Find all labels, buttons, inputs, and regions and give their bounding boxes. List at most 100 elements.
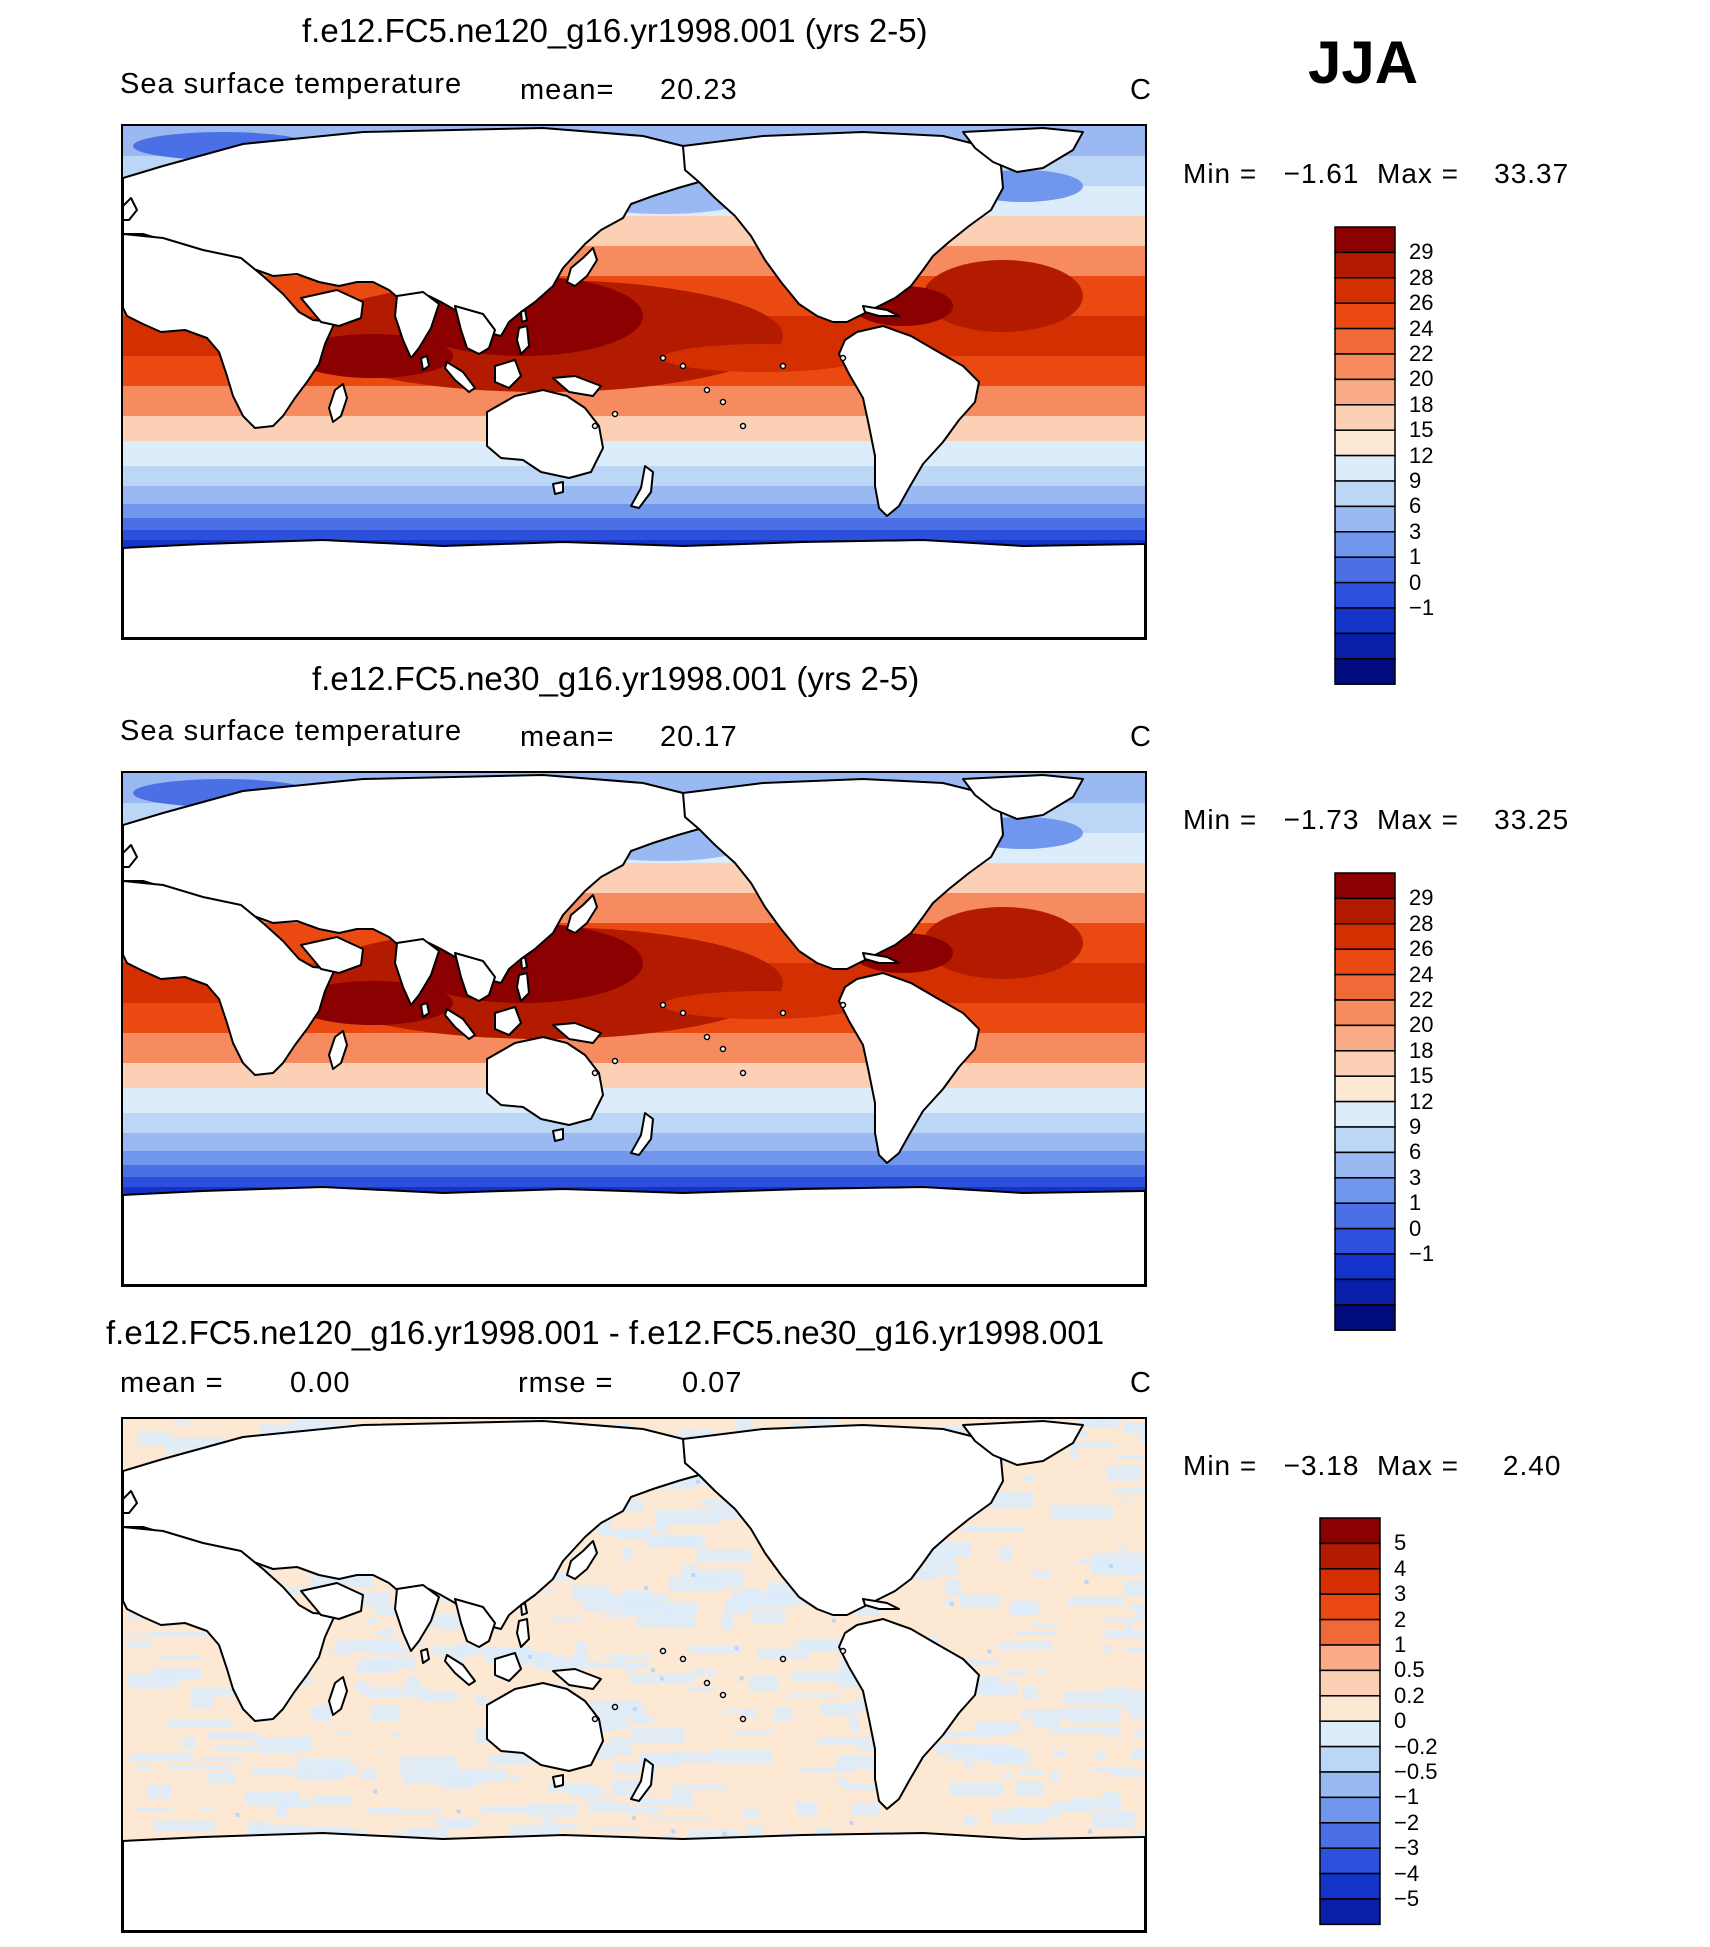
land-africa bbox=[123, 233, 336, 429]
colorbar-svg bbox=[1319, 1517, 1381, 1926]
colorbar-segment bbox=[1319, 1822, 1381, 1849]
colorbar-label: −1 bbox=[1394, 1784, 1420, 1810]
land-antarctica bbox=[123, 539, 1145, 638]
colorbar-segment bbox=[1334, 454, 1396, 482]
colorbar-label: 3 bbox=[1394, 1581, 1407, 1607]
colorbar-label: 1 bbox=[1409, 1190, 1422, 1216]
land-srilanka bbox=[420, 355, 430, 371]
colorbar-label: 20 bbox=[1409, 1012, 1434, 1038]
island bbox=[719, 398, 727, 406]
island bbox=[703, 386, 711, 394]
land-india bbox=[394, 938, 440, 1006]
land-africa bbox=[123, 880, 336, 1076]
land-indochina bbox=[454, 952, 496, 1002]
colorbar-label: 20 bbox=[1409, 366, 1434, 392]
colorbar-label: 9 bbox=[1409, 468, 1422, 493]
land-sumatra bbox=[444, 1654, 476, 1686]
colorbar-segment bbox=[1334, 302, 1396, 330]
colorbar-segment bbox=[1334, 1177, 1396, 1204]
colorbar-segment bbox=[1319, 1568, 1381, 1595]
colorbar-label: 12 bbox=[1409, 1088, 1434, 1114]
land-sumatra bbox=[444, 361, 476, 393]
panel-3-units: C bbox=[1130, 1367, 1152, 1399]
island bbox=[739, 1715, 747, 1723]
colorbar-label: −1 bbox=[1409, 595, 1435, 620]
colorbar-segment bbox=[1319, 1745, 1381, 1773]
land-japan bbox=[566, 1540, 598, 1580]
land-southamerica bbox=[838, 325, 980, 517]
land-madagascar bbox=[328, 1030, 348, 1070]
colorbar-label: −3 bbox=[1394, 1835, 1420, 1861]
colorbar-segment bbox=[1334, 1227, 1396, 1255]
panel-1-map-svg bbox=[123, 126, 1145, 638]
colorbar-label: 22 bbox=[1409, 341, 1434, 366]
land-madagascar bbox=[328, 383, 348, 423]
colorbar-label: 28 bbox=[1409, 910, 1434, 936]
land-cuba bbox=[862, 1598, 900, 1610]
season-label: JJA bbox=[1308, 29, 1419, 96]
colorbar-label: −4 bbox=[1394, 1860, 1420, 1886]
island bbox=[659, 1647, 667, 1655]
colorbar-label: −2 bbox=[1394, 1809, 1420, 1835]
panel-2-units: C bbox=[1130, 721, 1152, 753]
island bbox=[591, 1715, 599, 1723]
colorbar-segment bbox=[1334, 1304, 1396, 1331]
island bbox=[611, 410, 619, 418]
land-africa bbox=[123, 1526, 336, 1722]
panel-1-title: f.e12.FC5.ne120_g16.yr1998.001 (yrs 2-5) bbox=[302, 12, 928, 49]
colorbar-label: 15 bbox=[1409, 417, 1434, 443]
island bbox=[839, 1647, 847, 1655]
colorbar-label: 4 bbox=[1394, 1555, 1407, 1581]
colorbar-label: 18 bbox=[1409, 391, 1434, 417]
colorbar-segment bbox=[1319, 1720, 1381, 1748]
colorbar-label: 22 bbox=[1409, 987, 1434, 1012]
panel-1-variable: Sea surface temperature bbox=[120, 68, 463, 100]
land-philippines bbox=[516, 972, 530, 1002]
land-uk bbox=[123, 197, 138, 221]
island bbox=[659, 1001, 667, 1009]
land-taiwan bbox=[520, 1602, 528, 1616]
colorbar-segment bbox=[1334, 632, 1396, 660]
colorbar-segment bbox=[1319, 1898, 1381, 1926]
colorbar-segment bbox=[1334, 897, 1396, 925]
colorbar-segment bbox=[1319, 1847, 1381, 1875]
land-newzealand bbox=[630, 1112, 654, 1156]
colorbar-label: 2 bbox=[1394, 1606, 1407, 1632]
colorbar-label: 0 bbox=[1394, 1708, 1407, 1734]
island bbox=[719, 1691, 727, 1699]
land-tasmania bbox=[552, 1774, 564, 1788]
colorbar-label: 26 bbox=[1409, 290, 1434, 316]
colorbar-label: 1 bbox=[1409, 544, 1422, 570]
island bbox=[703, 1679, 711, 1687]
panel-2-mean-value: 20.17 bbox=[660, 721, 738, 753]
land-japan bbox=[566, 247, 598, 287]
colorbar-label: 26 bbox=[1409, 936, 1434, 962]
colorbar-label: 24 bbox=[1409, 315, 1434, 341]
land-borneo bbox=[494, 1006, 522, 1036]
colorbar-label: −0.2 bbox=[1394, 1733, 1438, 1759]
land-uk bbox=[123, 844, 138, 868]
colorbar-label: 29 bbox=[1409, 885, 1434, 911]
colorbar-segment bbox=[1319, 1644, 1381, 1672]
panel-3-map-svg bbox=[123, 1419, 1145, 1931]
land-greenland bbox=[962, 127, 1084, 173]
land-newguinea bbox=[552, 375, 602, 397]
island bbox=[591, 1069, 599, 1077]
land-cuba bbox=[862, 305, 900, 317]
panel-3-title: f.e12.FC5.ne120_g16.yr1998.001 - f.e12.F… bbox=[106, 1314, 1105, 1351]
land-tasmania bbox=[552, 1128, 564, 1142]
colorbar-label: 29 bbox=[1409, 239, 1434, 265]
island bbox=[779, 1655, 787, 1663]
land-japan bbox=[566, 894, 598, 934]
panel-1-map bbox=[121, 124, 1147, 640]
panel-1-mean-label: mean= bbox=[520, 74, 615, 106]
colorbar-label: 15 bbox=[1409, 1063, 1434, 1089]
island bbox=[779, 362, 787, 370]
panel-2-map bbox=[121, 771, 1147, 1287]
island bbox=[839, 1001, 847, 1009]
colorbar-segment bbox=[1319, 1593, 1381, 1621]
colorbar-segment bbox=[1334, 505, 1396, 533]
land-india bbox=[394, 291, 440, 359]
colorbar-segment bbox=[1334, 1151, 1396, 1179]
colorbar-segment bbox=[1334, 658, 1396, 685]
